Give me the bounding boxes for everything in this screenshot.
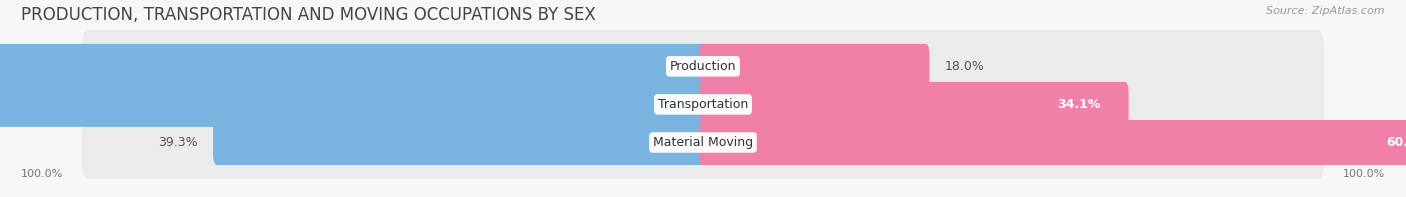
- Text: Production: Production: [669, 60, 737, 73]
- Text: 18.0%: 18.0%: [945, 60, 984, 73]
- Text: 34.1%: 34.1%: [1057, 98, 1099, 111]
- FancyBboxPatch shape: [0, 82, 707, 127]
- FancyBboxPatch shape: [214, 120, 707, 165]
- Text: 60.7%: 60.7%: [1386, 136, 1406, 149]
- Text: 39.3%: 39.3%: [159, 136, 198, 149]
- FancyBboxPatch shape: [0, 44, 707, 89]
- Text: Transportation: Transportation: [658, 98, 748, 111]
- FancyBboxPatch shape: [82, 106, 1324, 179]
- Text: Material Moving: Material Moving: [652, 136, 754, 149]
- Text: Source: ZipAtlas.com: Source: ZipAtlas.com: [1267, 6, 1385, 16]
- Text: 100.0%: 100.0%: [21, 169, 63, 179]
- FancyBboxPatch shape: [699, 120, 1406, 165]
- FancyBboxPatch shape: [699, 44, 929, 89]
- FancyBboxPatch shape: [82, 30, 1324, 103]
- FancyBboxPatch shape: [699, 82, 1129, 127]
- Text: 100.0%: 100.0%: [1343, 169, 1385, 179]
- Text: PRODUCTION, TRANSPORTATION AND MOVING OCCUPATIONS BY SEX: PRODUCTION, TRANSPORTATION AND MOVING OC…: [21, 6, 596, 24]
- FancyBboxPatch shape: [82, 68, 1324, 141]
